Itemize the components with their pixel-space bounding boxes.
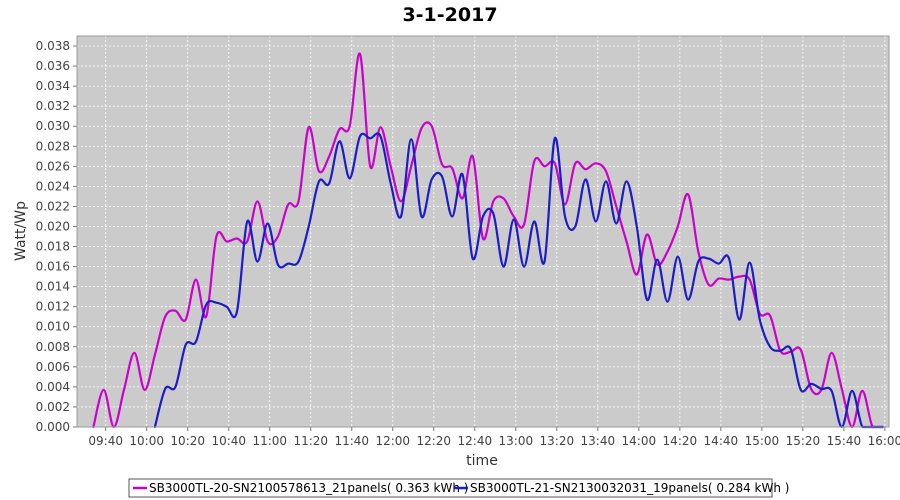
legend-label-1: SB3000TL-20-SN2100578613_21panels( 0.363… [149,481,468,495]
series-line-2 [153,132,884,429]
plot-area [77,36,889,427]
x-tick-label: 10:40 [211,434,246,448]
y-axis-label: Watt/Wp [13,201,29,261]
y-tick-label: 0.010 [36,320,70,334]
x-tick-label: 16:00 [868,434,900,448]
y-tick-label: 0.018 [36,240,70,254]
x-tick-label: 14:00 [622,434,657,448]
legend: SB3000TL-20-SN2100578613_21panels( 0.363… [128,478,789,498]
y-tick-label: 0.000 [36,420,70,434]
y-tick-label: 0.006 [36,360,70,374]
y-tick-label: 0.002 [36,400,70,414]
x-tick-label: 10:00 [129,434,164,448]
x-tick-label: 10:20 [170,434,205,448]
y-axis: 0.000 0.002 0.004 0.006 0.008 0.010 0.012 0.014… [36,39,77,434]
x-tick-label: 14:20 [663,434,698,448]
y-tick-label: 0.030 [36,119,70,133]
x-tick-label: 15:20 [786,434,821,448]
x-tick-label: 12:20 [416,434,451,448]
x-tick-label: 13:40 [581,434,616,448]
series-line-1 [92,52,884,429]
y-tick-label: 0.012 [36,300,70,314]
x-tick-label: 12:00 [375,434,410,448]
legend-box [128,478,773,498]
y-tick-label: 0.032 [36,99,70,113]
y-tick-label: 0.028 [36,139,70,153]
x-axis-label: time [466,453,498,469]
x-tick-label: 13:00 [499,434,534,448]
x-tick-label: 15:00 [745,434,780,448]
x-tick-label: 12:40 [458,434,493,448]
x-tick-label: 13:20 [540,434,575,448]
plot-border [76,35,890,428]
series-lines [92,52,884,429]
x-axis: 09:40 10:00 10:20 10:40 11:00 11:20 11:40 12:00… [88,427,900,448]
x-tick-label: 11:00 [252,434,287,448]
grid-lines [77,36,889,428]
y-tick-label: 0.038 [36,39,70,53]
x-tick-label: 11:40 [334,434,369,448]
y-tick-label: 0.014 [36,280,70,294]
y-tick-label: 0.036 [36,59,70,73]
y-tick-label: 0.034 [36,79,70,93]
y-tick-label: 0.020 [36,219,70,233]
x-tick-label: 14:40 [704,434,739,448]
y-tick-label: 0.008 [36,340,70,354]
y-tick-label: 0.026 [36,159,70,173]
y-tick-label: 0.004 [36,380,70,394]
chart-title: 3-1-2017 [402,4,497,26]
y-tick-label: 0.016 [36,260,70,274]
y-tick-label: 0.024 [36,179,70,193]
x-tick-label: 11:20 [293,434,328,448]
x-tick-label: 15:40 [827,434,862,448]
y-tick-label: 0.022 [36,199,70,213]
legend-label-2: SB3000TL-21-SN2130032031_19panels( 0.284… [470,481,789,495]
x-tick-label: 09:40 [88,434,123,448]
